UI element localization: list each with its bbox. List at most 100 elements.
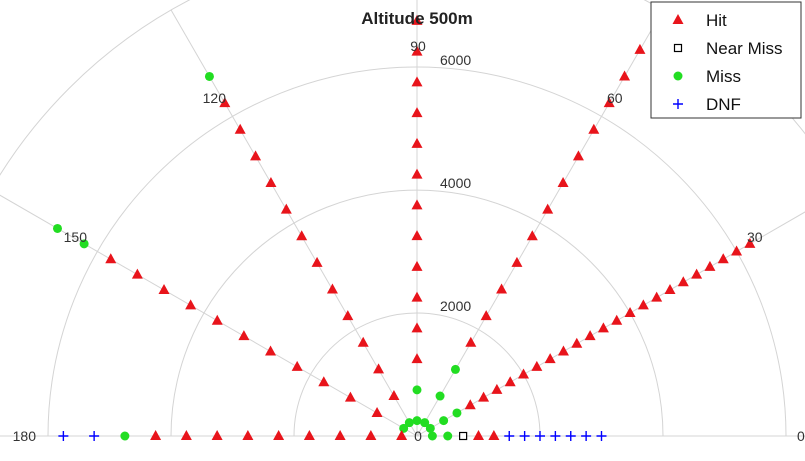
ray-150 [52,223,409,433]
miss-marker [425,423,435,433]
hit-marker [491,383,503,394]
grid-spoke [0,194,418,437]
r-tick-label: 6000 [440,52,471,68]
ray-120 [204,71,414,428]
dnf-marker [58,431,69,441]
ray-0 [427,430,607,441]
hit-marker [496,283,508,294]
hit-marker [411,322,423,333]
hit-marker [624,307,636,317]
hit-marker [411,353,423,364]
miss-marker [120,431,130,441]
hit-marker [744,237,756,248]
hit-marker [180,430,192,440]
hit-marker [465,336,477,347]
hit-marker [334,430,346,440]
hit-marker [250,150,262,161]
hit-marker [478,391,490,402]
grid-spoke [416,211,805,437]
hit-marker [273,430,285,440]
hit-marker [242,430,254,440]
miss-marker [439,416,449,426]
theta-tick-label: 180 [13,428,37,444]
hit-marker [731,245,743,256]
theta-tick-label: 90 [410,38,426,54]
hit-marker [311,256,323,267]
hit-marker [211,430,223,440]
hit-marker [488,430,500,440]
legend-item: DNF [673,95,741,114]
hit-marker [411,199,423,210]
hit-marker [158,283,170,294]
grid-spoke [416,9,664,437]
legend-item: Hit [672,11,727,30]
r-tick-label: 4000 [440,175,471,191]
miss-marker [412,416,422,426]
hit-marker [518,368,530,379]
hit-marker [504,376,516,387]
hit-marker [411,45,423,56]
hit-marker [542,203,554,214]
hit-marker [211,314,223,325]
miss-marker [412,385,422,395]
theta-tick-label-edge: 0 [797,428,805,444]
hit-marker [388,390,400,401]
hit-marker [318,376,330,387]
hit-marker [411,107,423,118]
hit-marker [411,260,423,271]
grid-spoke [170,9,418,437]
legend-item: Miss [673,67,741,86]
hit-marker [526,230,538,241]
hit-marker [411,14,423,25]
hit-marker [265,345,277,356]
hit-marker [150,430,162,440]
hit-marker [597,322,609,333]
data-marks [52,14,756,441]
chart-title: Altitude 500m [361,9,472,28]
miss-marker [673,71,683,81]
hit-marker [511,256,523,267]
r-tick-label: 2000 [440,298,471,314]
ray-60 [420,43,646,428]
ray-30 [425,237,756,433]
hit-marker [584,330,596,341]
hit-marker [342,310,354,321]
hit-marker [411,291,423,302]
hit-marker [326,283,338,294]
hit-marker [296,230,308,241]
legend-label: Hit [706,11,727,30]
hit-marker [544,353,556,364]
hit-marker [411,76,423,87]
near-miss-marker [673,43,683,53]
hit-marker [603,97,615,108]
miss-marker [450,364,460,374]
hit-marker [234,123,246,134]
miss-marker [443,431,453,441]
hit-marker [557,177,569,188]
miss-marker [52,223,62,233]
ray-90 [411,14,423,426]
dnf-marker [519,431,530,441]
dnf-marker [550,431,561,441]
hit-marker [677,276,689,287]
axis-labels: 0 30 60 90 120 150 180 0 2000 4000 6000 [13,38,805,444]
miss-marker [79,239,89,249]
hit-marker [280,203,292,214]
hit-marker [572,150,584,161]
hit-marker [480,310,492,321]
hit-marker [265,177,277,188]
miss-marker [399,423,409,433]
hit-marker [131,268,143,279]
hit-marker [588,123,600,134]
hit-marker [464,399,476,410]
dnf-marker [673,99,683,109]
dnf-marker [504,431,515,441]
hit-marker [291,360,303,371]
theta-tick-label: 30 [747,229,763,245]
theta-tick-label: 60 [607,90,623,106]
legend-label: DNF [706,95,741,114]
miss-marker [404,418,414,428]
dnf-marker [89,431,100,441]
hit-marker [411,168,423,179]
